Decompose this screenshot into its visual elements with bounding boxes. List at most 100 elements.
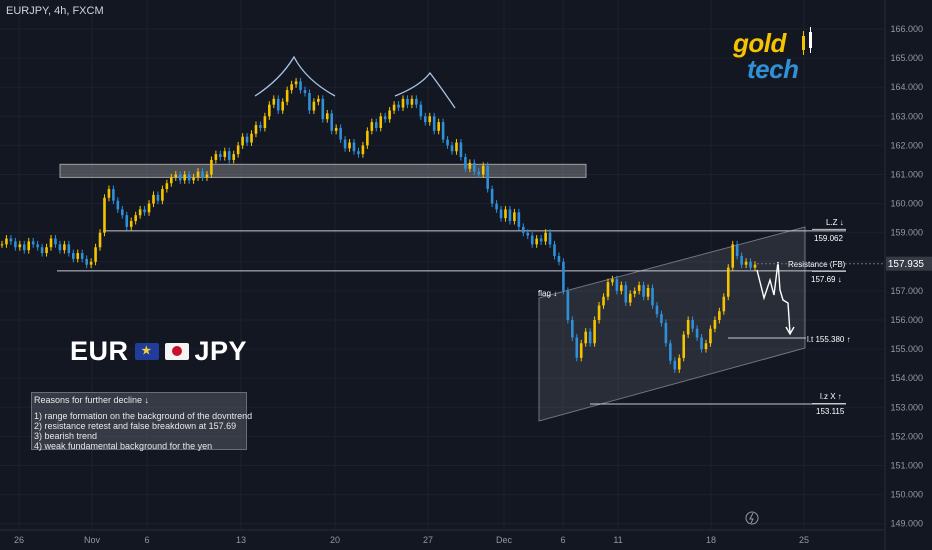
candle-body (544, 232, 547, 242)
candle-body (579, 343, 583, 358)
goldtech-logo: gold tech (733, 30, 799, 82)
candle-body (735, 244, 739, 256)
candle-body (152, 194, 155, 204)
projection-arrowhead (785, 326, 795, 336)
candle-body (468, 162, 472, 169)
candle-body (504, 209, 507, 219)
projection-path (756, 261, 791, 334)
candle-body (156, 194, 160, 201)
x-tick-label: 13 (236, 535, 246, 545)
flag-channel[interactable] (538, 226, 806, 422)
candle-body (134, 215, 137, 222)
candle-body (125, 215, 129, 227)
candle-body (633, 290, 636, 294)
candle-body (718, 311, 721, 320)
y-tick-label: 165.000 (890, 53, 923, 63)
candle-body (357, 151, 360, 155)
candle-body (147, 203, 151, 213)
y-tick-label: 160.000 (890, 199, 923, 209)
x-tick-label: 11 (613, 535, 622, 545)
candle-body (80, 253, 84, 259)
candle-body (593, 320, 596, 344)
candle-body (700, 337, 703, 350)
candle-body (419, 104, 423, 117)
reasons-title: Reasons for further decline ↓ (34, 395, 150, 405)
y-tick-label: 162.000 (890, 140, 923, 150)
reason-item: 4) weak fundamental background for the y… (34, 441, 213, 451)
x-tick-label: 27 (423, 535, 433, 545)
candle-body (361, 145, 365, 155)
candle-body (183, 174, 186, 181)
candle-body (441, 122, 445, 140)
head-arc (254, 55, 336, 97)
candle-body (299, 81, 302, 91)
candle-body (459, 142, 463, 158)
candle-body (642, 285, 645, 297)
candle-body (628, 293, 632, 303)
candle-body (236, 145, 240, 155)
candle-body (464, 157, 467, 169)
flag-label: flag ↓ (538, 289, 557, 298)
candle-body (606, 282, 610, 297)
candle-body (744, 261, 748, 265)
candle-body (374, 122, 378, 128)
candle-body (112, 189, 115, 201)
reasons-note[interactable]: Reasons for further decline ↓ 1) range f… (31, 392, 252, 451)
candle-body (517, 212, 521, 227)
symbol-header[interactable]: EURJPY, 4h, FXCM (6, 5, 104, 17)
candle-body (535, 238, 538, 245)
candle-body (143, 209, 146, 213)
candle-body (428, 116, 432, 123)
candle-body (677, 357, 681, 370)
candle-body (196, 171, 200, 178)
candle-body (740, 255, 743, 265)
candle-body (651, 287, 654, 306)
candle-body (513, 212, 516, 222)
candle-body (562, 261, 565, 291)
candle-body (410, 98, 414, 105)
candle-body (54, 238, 57, 245)
candle-body (557, 255, 561, 262)
current-price-tag[interactable] (886, 256, 932, 271)
candle-body (27, 241, 31, 251)
x-tick-label: 26 (14, 535, 24, 545)
y-tick-label: 161.000 (890, 170, 923, 180)
candle-body (490, 189, 494, 204)
candle-body (49, 238, 53, 248)
candle-body (321, 98, 325, 120)
candle-body (472, 162, 476, 172)
resistance-label: Resistance (FB) (788, 260, 846, 269)
jp-flag-icon (164, 343, 189, 360)
candle-body (325, 113, 329, 120)
candle-body (339, 127, 342, 140)
candle-body (290, 84, 293, 91)
x-tick-label: Nov (84, 535, 101, 545)
candle-body (397, 104, 400, 108)
candle-body (673, 360, 677, 370)
range-zone[interactable] (59, 163, 587, 178)
candle-body (713, 320, 717, 329)
y-tick-label: 159.000 (890, 228, 923, 238)
candle-body (348, 142, 351, 149)
lightning-icon[interactable] (745, 511, 759, 525)
candle-body (259, 125, 262, 128)
y-tick-label: 152.000 (890, 431, 923, 441)
current-price-label: 157.935 (888, 259, 925, 270)
candle-body (695, 328, 699, 338)
candle-body (223, 151, 227, 158)
lz2-label: l.z X ↑ (820, 392, 842, 401)
x-tick-label: Dec (496, 535, 513, 545)
y-tick-label: 157.000 (890, 286, 923, 296)
x-tick-label: 20 (330, 535, 340, 545)
candle-body (660, 314, 663, 323)
candle-body (370, 122, 374, 131)
candle-body (575, 337, 579, 358)
candle-body (9, 238, 13, 242)
candle-body (611, 279, 614, 283)
base-currency: EUR (70, 336, 129, 366)
candle-body (637, 285, 641, 291)
candle-body (94, 247, 97, 262)
candle-body (0, 244, 4, 246)
candle-body (584, 331, 587, 344)
